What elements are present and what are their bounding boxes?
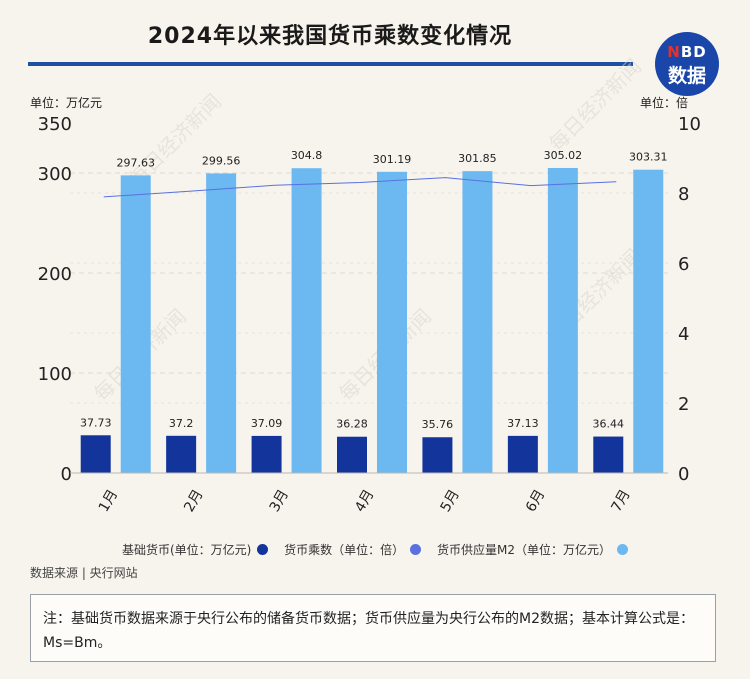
bar-base-money xyxy=(593,436,624,473)
watermark-text: 每日经济新闻 xyxy=(544,54,646,156)
x-axis-tick-label: 4月 xyxy=(352,487,377,515)
left-axis-tick-label: 300 xyxy=(38,164,72,185)
legend-label-base-money: 基础货币(单位：万亿元) xyxy=(121,543,252,557)
footnote-text: 注：基础货币数据来源于央行公布的储备货币数据；货币供应量为央行公布的M2数据；基… xyxy=(43,611,694,651)
logo-letters-bd: BD xyxy=(680,43,707,61)
chart-legend: 基础货币(单位：万亿元) 货币乘数（单位：倍） 货币供应量M2（单位：万亿元） xyxy=(0,541,750,558)
bar-m2 xyxy=(462,171,493,473)
x-axis-tick-label: 3月 xyxy=(267,487,292,515)
data-label-base-money: 37.09 xyxy=(251,417,283,430)
data-label-base-money: 35.76 xyxy=(422,418,454,431)
right-axis-tick-label: 2 xyxy=(678,394,689,415)
legend-swatch-m2 xyxy=(617,544,629,555)
legend-item-multiplier: 货币乘数（单位：倍） xyxy=(284,541,422,558)
x-axis-tick-label: 7月 xyxy=(608,487,633,515)
right-axis-unit: 单位：倍 xyxy=(640,96,689,110)
data-label-m2: 301.19 xyxy=(373,153,412,166)
footnote-box: 注：基础货币数据来源于央行公布的储备货币数据；货币供应量为央行公布的M2数据；基… xyxy=(30,594,716,662)
data-label-m2: 301.85 xyxy=(458,152,497,165)
bar-m2 xyxy=(547,167,578,474)
bar-base-money xyxy=(422,437,453,473)
data-label-m2: 299.56 xyxy=(202,154,241,167)
x-axis-tick-label: 6月 xyxy=(523,487,548,515)
data-label-m2: 305.02 xyxy=(544,149,583,162)
right-axis-tick-label: 8 xyxy=(678,184,689,205)
bar-base-money xyxy=(80,435,111,473)
chart-canvas: 每日经济新闻每日经济新闻每日经济新闻每日经济新闻每日经济新闻每日经济新闻0100… xyxy=(38,54,701,515)
bar-base-money xyxy=(507,435,538,473)
x-axis-tick-label: 5月 xyxy=(438,487,463,515)
logo-text-data: 数据 xyxy=(667,65,706,87)
left-axis-tick-label: 200 xyxy=(38,264,72,285)
data-label-base-money: 36.28 xyxy=(336,418,368,431)
data-label-base-money: 37.2 xyxy=(169,417,194,430)
x-axis-tick-label: 1月 xyxy=(96,487,121,515)
right-axis-tick-label: 6 xyxy=(678,254,689,275)
line-money-multiplier xyxy=(103,177,617,198)
legend-label-m2: 货币供应量M2（单位：万亿元） xyxy=(437,543,612,557)
data-label-base-money: 36.44 xyxy=(593,418,625,431)
right-axis-tick-label: 10 xyxy=(678,114,701,135)
bar-base-money xyxy=(337,436,367,473)
bar-m2 xyxy=(291,168,322,473)
bar-base-money xyxy=(251,435,282,473)
legend-item-m2: 货币供应量M2（单位：万亿元） xyxy=(437,541,629,558)
chart-title: 2024年以来我国货币乘数变化情况 xyxy=(147,24,513,49)
logo-letter-n: N xyxy=(667,43,681,61)
bar-m2 xyxy=(206,173,237,473)
legend-swatch-base-money xyxy=(257,544,269,555)
data-label-base-money: 37.13 xyxy=(507,417,539,430)
legend-item-base-money: 基础货币(单位：万亿元) xyxy=(121,541,269,558)
bar-base-money xyxy=(166,435,197,473)
x-axis-tick-label: 2月 xyxy=(181,487,206,515)
bar-m2 xyxy=(377,171,407,473)
data-label-m2: 297.63 xyxy=(116,156,155,169)
data-source: 数据来源 | 央行网站 xyxy=(30,566,138,580)
nbd-logo: NBD 数据 xyxy=(655,32,719,96)
right-axis-tick-label: 0 xyxy=(678,464,689,485)
left-axis-unit: 单位：万亿元 xyxy=(30,96,103,110)
data-label-m2: 304.8 xyxy=(291,149,323,162)
legend-label-multiplier: 货币乘数（单位：倍） xyxy=(284,543,405,557)
right-axis-tick-label: 4 xyxy=(678,324,689,345)
title-underline xyxy=(28,62,633,66)
bar-m2 xyxy=(120,175,151,473)
left-axis-tick-label: 100 xyxy=(38,364,72,385)
data-label-base-money: 37.73 xyxy=(80,416,112,429)
bar-m2 xyxy=(633,169,664,473)
left-axis-tick-label: 350 xyxy=(38,114,72,135)
left-axis-tick-label: 0 xyxy=(61,464,72,485)
data-label-m2: 303.31 xyxy=(629,151,668,164)
legend-swatch-multiplier xyxy=(410,544,422,555)
